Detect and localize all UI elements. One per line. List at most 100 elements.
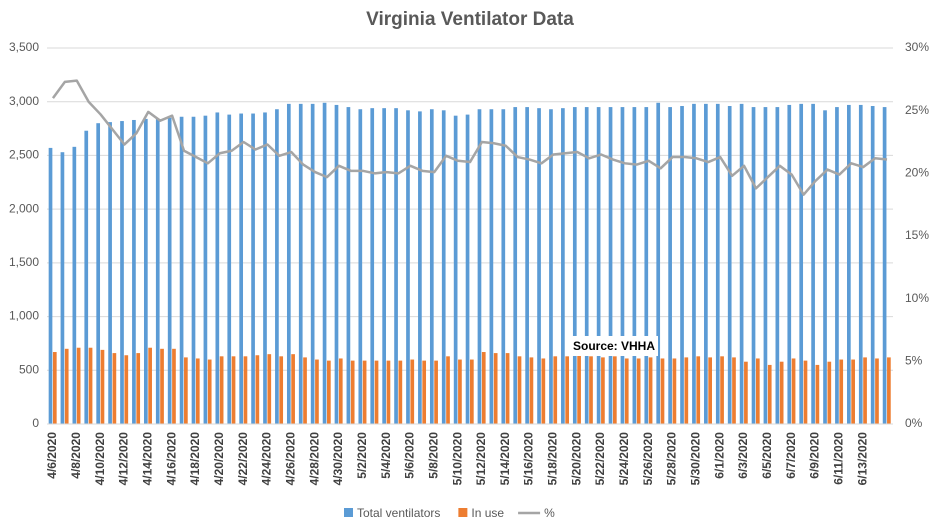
x-tick-label: 4/26/2020 — [283, 432, 297, 486]
bar — [708, 357, 712, 424]
bar — [108, 122, 112, 424]
x-tick-label: 5/28/2020 — [665, 432, 679, 486]
bar — [791, 358, 796, 424]
bar — [120, 121, 124, 425]
bar — [624, 358, 629, 424]
bar — [286, 103, 291, 424]
bar — [847, 104, 851, 425]
y-tick-label: 500 — [19, 362, 39, 376]
bar — [660, 358, 665, 424]
bar — [549, 109, 553, 424]
bar — [275, 109, 279, 424]
x-tick-label: 4/22/2020 — [236, 432, 250, 486]
bar — [84, 130, 89, 424]
bar — [684, 357, 689, 424]
bar — [132, 119, 136, 424]
bar — [799, 103, 804, 424]
bar — [191, 116, 196, 425]
bar — [505, 353, 510, 424]
x-tick-label: 4/16/2020 — [164, 432, 178, 486]
bar — [692, 103, 696, 424]
x-tick-label: 5/2/2020 — [355, 432, 369, 479]
legend-swatch — [458, 508, 468, 517]
bar — [755, 358, 760, 424]
bar — [715, 103, 720, 424]
bar — [584, 107, 589, 424]
y2-tick-label: 0% — [905, 416, 923, 430]
bar — [596, 107, 601, 424]
bar — [422, 360, 427, 424]
bar — [231, 356, 236, 424]
x-tick-label: 5/8/2020 — [426, 432, 440, 479]
bar — [672, 358, 677, 424]
bar — [394, 108, 398, 424]
bar — [727, 106, 732, 425]
bar — [577, 355, 581, 424]
bar — [704, 103, 708, 424]
x-tick-label: 5/4/2020 — [379, 432, 393, 479]
bar — [811, 103, 815, 424]
bar — [48, 147, 53, 424]
bar — [88, 347, 93, 424]
bar — [291, 354, 295, 424]
bar — [251, 113, 255, 424]
bar — [398, 360, 403, 424]
bar — [529, 357, 534, 424]
bar — [525, 107, 529, 424]
bar — [227, 114, 232, 424]
bar — [751, 107, 756, 424]
bar — [124, 355, 129, 424]
y2-tick-label: 5% — [905, 354, 923, 368]
bar — [167, 117, 172, 424]
x-tick-label: 4/10/2020 — [93, 432, 107, 486]
bar — [374, 360, 379, 424]
bar — [310, 103, 315, 424]
bar — [827, 361, 832, 424]
y-tick-label: 3,500 — [9, 40, 39, 54]
bar — [632, 107, 637, 424]
x-tick-label: 5/26/2020 — [641, 432, 655, 486]
bar — [143, 118, 148, 424]
bar — [219, 356, 224, 424]
bar — [565, 356, 570, 424]
x-tick-label: 5/12/2020 — [474, 432, 488, 486]
bar — [561, 108, 565, 424]
y2-tick-label: 10% — [905, 291, 929, 305]
bar — [315, 359, 319, 424]
bar — [481, 352, 486, 424]
bar — [739, 103, 744, 424]
chart-title: Virginia Ventilator Data — [366, 9, 574, 30]
bar — [267, 354, 272, 424]
bar — [100, 349, 105, 424]
bar — [493, 353, 498, 424]
bar — [418, 111, 422, 424]
bar — [863, 357, 867, 424]
bar — [787, 104, 792, 425]
bar — [112, 353, 117, 424]
bar — [775, 107, 780, 424]
x-tick-label: 4/14/2020 — [140, 432, 154, 486]
bar — [572, 107, 577, 424]
bar — [870, 106, 875, 425]
bar — [815, 364, 820, 424]
bar — [322, 102, 327, 424]
y2-tick-label: 30% — [905, 40, 929, 54]
x-tick-label: 6/7/2020 — [784, 432, 798, 479]
bar — [370, 108, 375, 424]
x-tick-label: 5/22/2020 — [593, 432, 607, 486]
bar — [835, 107, 839, 424]
bar — [458, 359, 462, 424]
bar — [612, 356, 617, 424]
annotation: Source: VHHA — [573, 339, 655, 353]
x-tick-label: 6/1/2020 — [712, 432, 726, 479]
x-tick-label: 4/6/2020 — [45, 432, 59, 479]
bar — [648, 357, 653, 424]
bar — [358, 109, 363, 424]
bar — [465, 114, 470, 424]
x-tick-label: 6/11/2020 — [832, 432, 846, 485]
bar — [172, 348, 176, 424]
bar — [696, 356, 701, 424]
x-tick-label: 5/30/2020 — [689, 432, 703, 486]
bar — [803, 360, 808, 424]
bar — [636, 358, 641, 424]
